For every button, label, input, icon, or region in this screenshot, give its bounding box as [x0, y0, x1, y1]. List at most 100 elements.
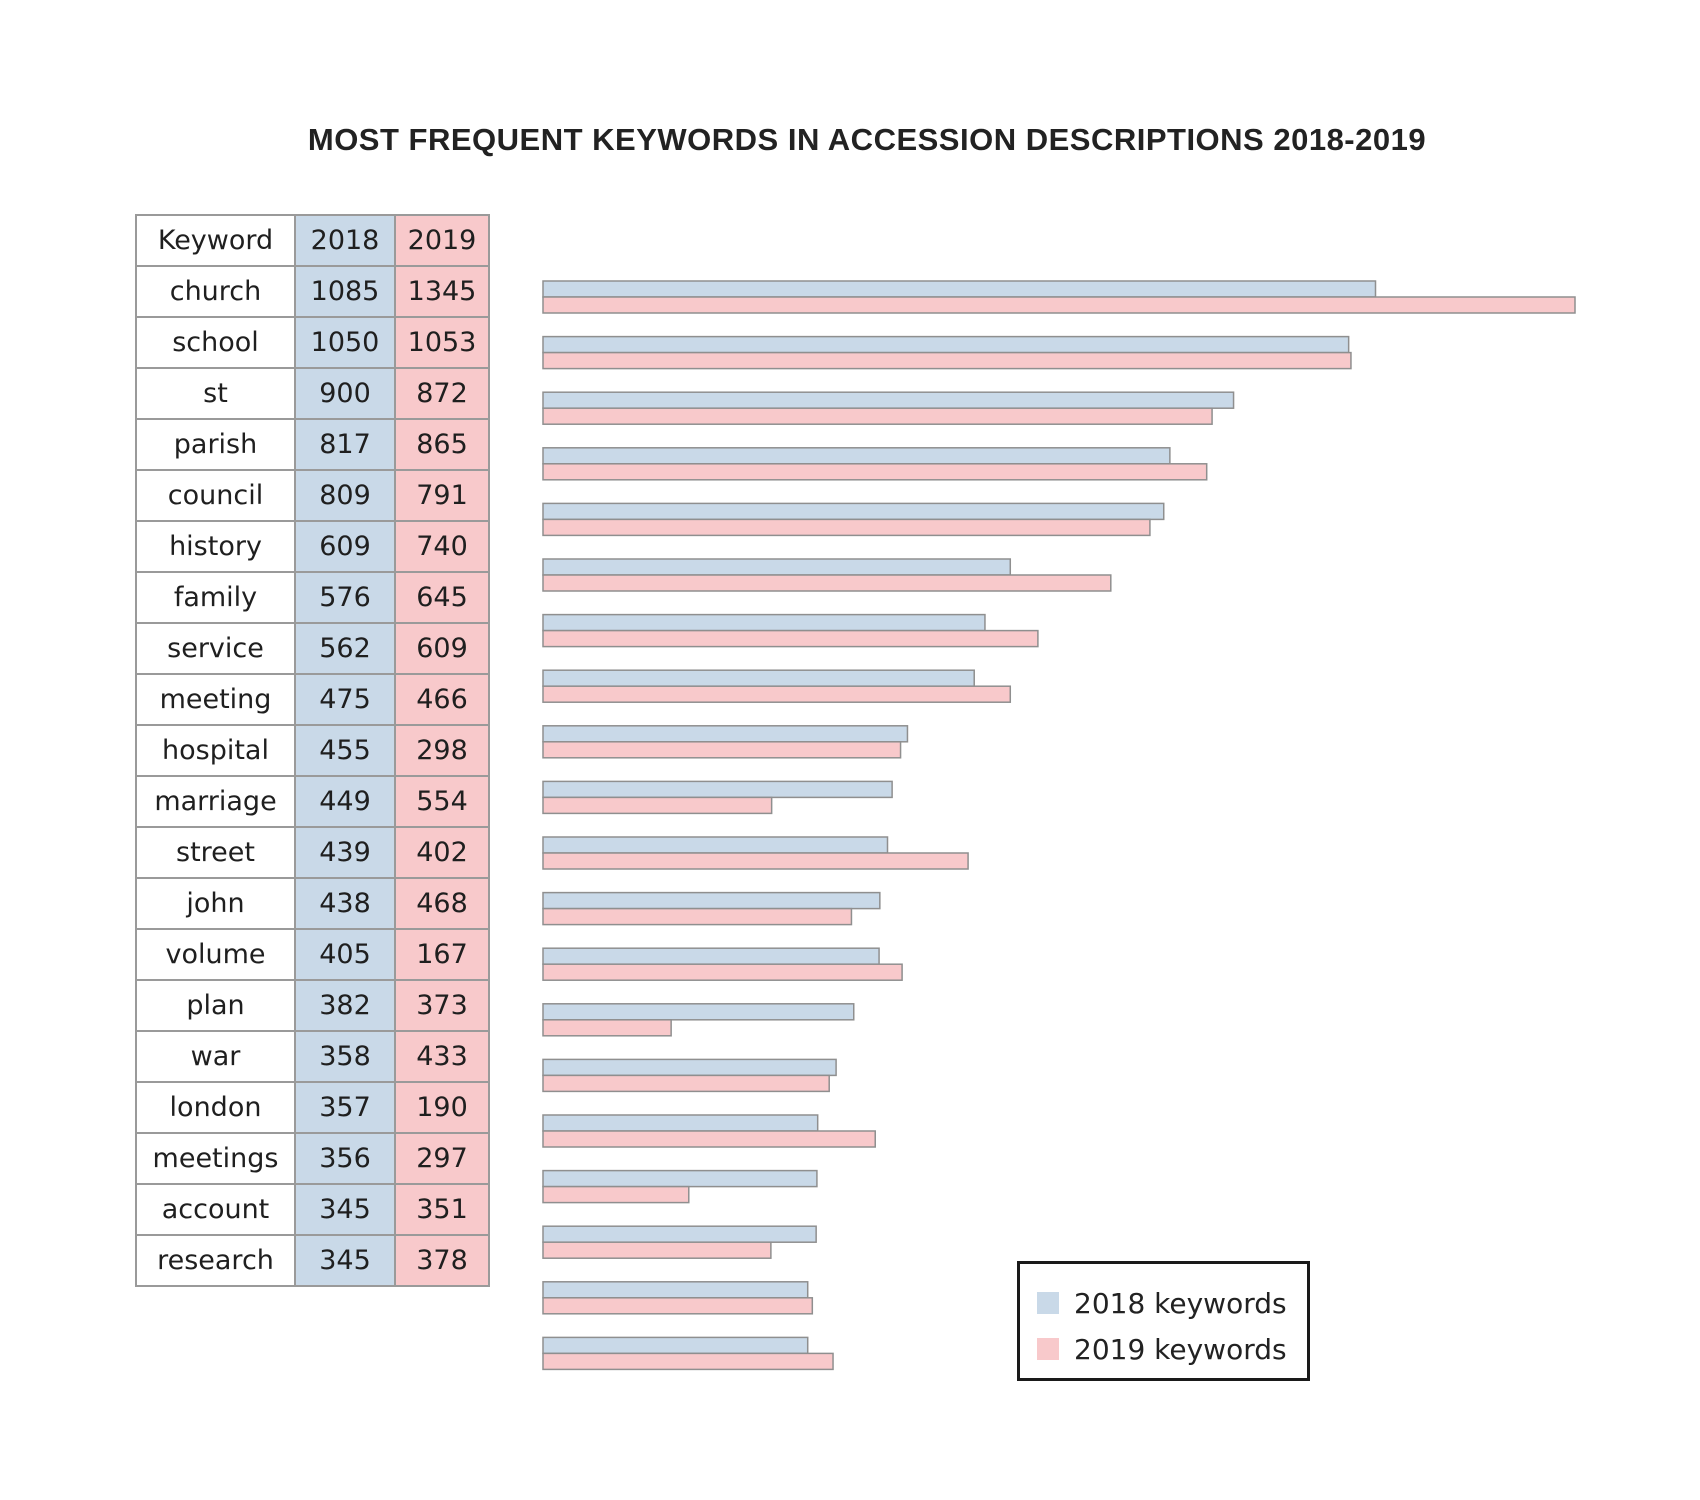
value-2018-cell: 817 [294, 418, 396, 471]
value-2019-cell: 433 [394, 1030, 490, 1083]
value-2019-cell: 740 [394, 520, 490, 573]
bar-history-2018 [542, 558, 1012, 576]
table-row: research 345 378 [135, 1234, 490, 1287]
value-2018-cell: 475 [294, 673, 396, 726]
value-2018-cell: 356 [294, 1132, 396, 1185]
value-2019-cell: 645 [394, 571, 490, 624]
table-row: family 576 645 [135, 571, 490, 624]
value-2018-cell: 1050 [294, 316, 396, 369]
value-2018-cell: 357 [294, 1081, 396, 1134]
value-2018-cell: 405 [294, 928, 396, 981]
keyword-table: Keyword 2018 2019 church 1085 1345 school 1050 1… [135, 214, 490, 1287]
keyword-cell: john [135, 877, 296, 930]
bar-family-2019 [542, 629, 1039, 648]
table-row: council 809 791 [135, 469, 490, 522]
bar-church-2019 [542, 296, 1576, 314]
bar-marriage-2019 [542, 852, 969, 870]
value-2018-cell: 1085 [294, 265, 396, 318]
value-2018-cell: 576 [294, 571, 396, 624]
keyword-cell: parish [135, 418, 296, 471]
bar-st-2019 [542, 407, 1213, 425]
bar-meeting-2018 [542, 725, 909, 743]
keyword-cell: hospital [135, 724, 296, 777]
value-2018-cell: 900 [294, 367, 396, 420]
legend-item-2018: 2018 keywords [1037, 1285, 1287, 1321]
chart-title: MOST FREQUENT KEYWORDS IN ACCESSION DESC… [307, 122, 1427, 157]
value-2019-cell: 351 [394, 1183, 490, 1236]
bar-street-2018 [542, 891, 881, 910]
value-2019-cell: 609 [394, 622, 490, 675]
bar-hospital-2019 [542, 796, 773, 815]
keyword-cell: research [135, 1234, 296, 1287]
keyword-cell: volume [135, 928, 296, 981]
value-2019-cell: 1053 [394, 316, 490, 369]
keyword-cell: service [135, 622, 296, 675]
keyword-cell: family [135, 571, 296, 624]
keyword-cell: st [135, 367, 296, 420]
bar-plan-2019 [542, 1074, 830, 1093]
value-2018-cell: 439 [294, 826, 396, 879]
value-2018-cell: 455 [294, 724, 396, 777]
bar-meetings-2018 [542, 1225, 817, 1243]
table-header-keyword: Keyword [135, 214, 296, 267]
table-row: volume 405 167 [135, 928, 490, 981]
bar-street-2019 [542, 907, 853, 926]
keyword-cell: plan [135, 979, 296, 1032]
value-2018-cell: 809 [294, 469, 396, 522]
table-row: history 609 740 [135, 520, 490, 573]
bar-meetings-2019 [542, 1241, 772, 1259]
table-row: meeting 475 466 [135, 673, 490, 726]
bar-research-2019 [542, 1352, 834, 1371]
value-2019-cell: 466 [394, 673, 490, 726]
value-2019-cell: 872 [394, 367, 490, 420]
keyword-cell: meetings [135, 1132, 296, 1185]
bar-parish-2019 [542, 463, 1208, 481]
keyword-cell: marriage [135, 775, 296, 828]
bar-john-2019 [542, 963, 903, 981]
bar-war-2018 [542, 1114, 819, 1132]
value-2018-cell: 358 [294, 1030, 396, 1083]
table-row: meetings 356 297 [135, 1132, 490, 1185]
keyword-cell: school [135, 316, 296, 369]
bar-volume-2018 [542, 1003, 855, 1021]
keyword-cell: war [135, 1030, 296, 1083]
table-header-2019: 2019 [394, 214, 490, 267]
table-row: hospital 455 298 [135, 724, 490, 777]
table-row: parish 817 865 [135, 418, 490, 471]
bar-research-2018 [542, 1336, 809, 1355]
value-2019-cell: 378 [394, 1234, 490, 1287]
value-2019-cell: 865 [394, 418, 490, 471]
bar-church-2018 [542, 280, 1377, 298]
bar-john-2018 [542, 947, 880, 965]
table-row: service 562 609 [135, 622, 490, 675]
bar-history-2019 [542, 574, 1112, 592]
bar-london-2019 [542, 1185, 690, 1204]
bar-council-2018 [542, 502, 1165, 521]
value-2019-cell: 402 [394, 826, 490, 879]
value-2019-cell: 190 [394, 1081, 490, 1134]
bar-service-2019 [542, 685, 1012, 703]
bar-account-2018 [542, 1281, 809, 1299]
bar-council-2019 [542, 518, 1151, 537]
legend-label-2018: 2018 keywords [1074, 1286, 1287, 1320]
keyword-cell: church [135, 265, 296, 318]
bar-marriage-2018 [542, 836, 889, 854]
table-row: school 1050 1053 [135, 316, 490, 369]
bar-school-2018 [542, 335, 1350, 354]
bar-parish-2018 [542, 447, 1171, 465]
value-2018-cell: 345 [294, 1234, 396, 1287]
table-row: street 439 402 [135, 826, 490, 879]
value-2019-cell: 1345 [394, 265, 490, 318]
table-row: marriage 449 554 [135, 775, 490, 828]
value-2018-cell: 345 [294, 1183, 396, 1236]
bar-school-2019 [542, 351, 1352, 370]
legend: 2018 keywords 2019 keywords [1017, 1261, 1310, 1381]
value-2018-cell: 562 [294, 622, 396, 675]
bar-meeting-2019 [542, 741, 902, 759]
legend-swatch-2018 [1037, 1292, 1059, 1314]
table-row: john 438 468 [135, 877, 490, 930]
bar-plan-2018 [542, 1058, 837, 1077]
bar-service-2018 [542, 669, 975, 687]
bar-london-2018 [542, 1169, 818, 1188]
